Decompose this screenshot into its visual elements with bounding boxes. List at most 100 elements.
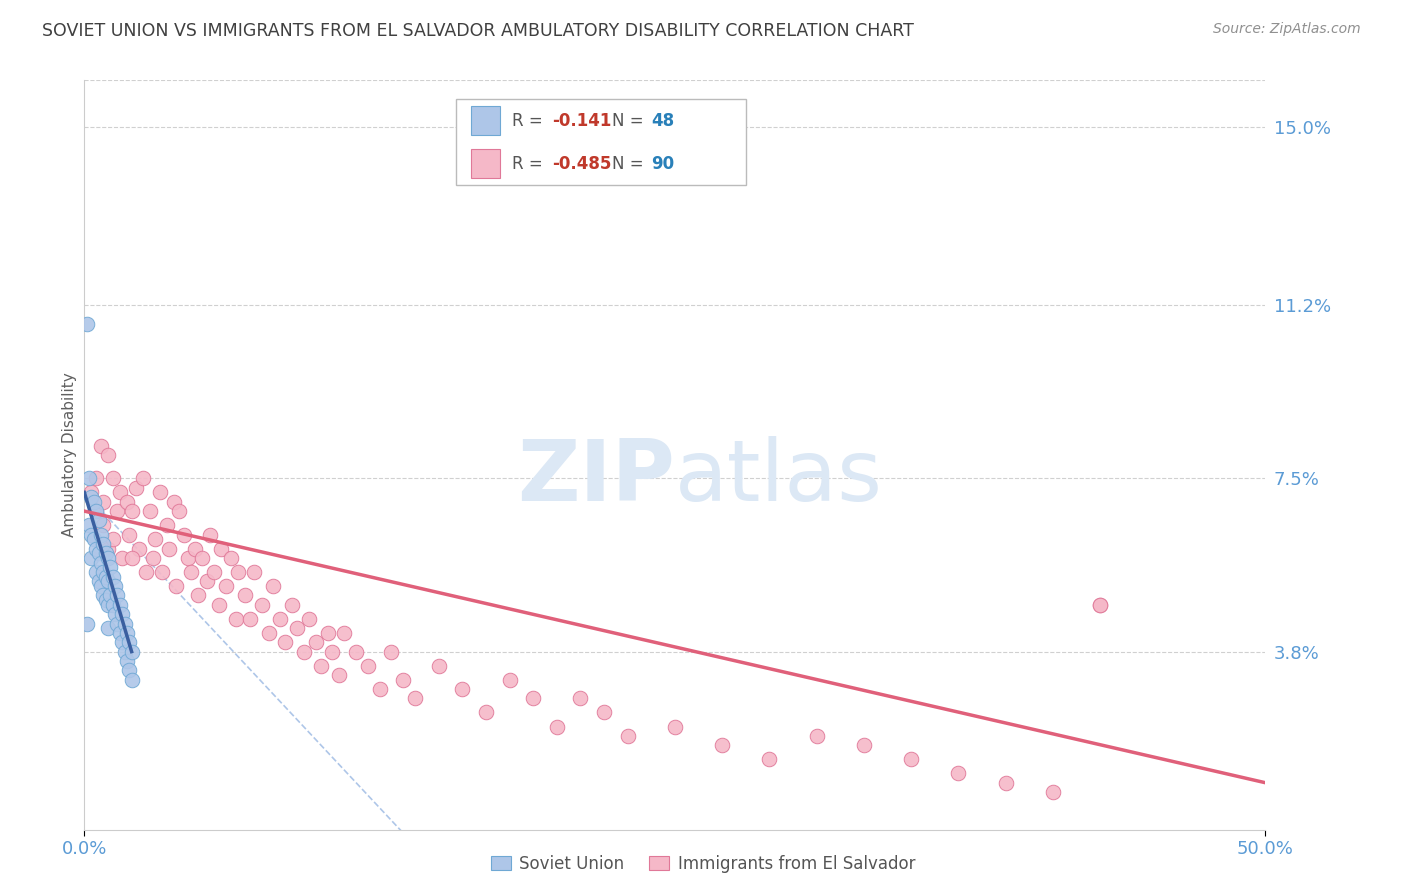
Point — [380, 644, 402, 658]
Point — [180, 565, 202, 579]
Point — [83, 532, 105, 546]
Point — [111, 607, 134, 621]
Point — [139, 504, 162, 518]
Point — [118, 635, 141, 649]
Legend: Soviet Union, Immigrants from El Salvador: Soviet Union, Immigrants from El Salvado… — [484, 848, 922, 880]
Point — [132, 471, 155, 485]
Point — [333, 626, 356, 640]
Point — [269, 612, 291, 626]
Point — [101, 598, 124, 612]
Point — [77, 471, 100, 485]
Point — [108, 598, 131, 612]
Point — [80, 490, 103, 504]
Point — [90, 579, 112, 593]
Point — [91, 494, 114, 508]
Point — [392, 673, 415, 687]
Point — [900, 752, 922, 766]
Point — [209, 541, 232, 556]
Point — [198, 527, 221, 541]
Point — [115, 494, 138, 508]
Point — [167, 504, 190, 518]
Point — [226, 565, 249, 579]
Point — [569, 691, 592, 706]
Point — [77, 518, 100, 533]
Point — [1088, 598, 1111, 612]
Point — [806, 729, 828, 743]
Point — [274, 635, 297, 649]
Point — [121, 504, 143, 518]
Text: -0.485: -0.485 — [553, 154, 612, 173]
Point — [101, 532, 124, 546]
Point — [305, 635, 328, 649]
Point — [97, 448, 120, 462]
Text: SOVIET UNION VS IMMIGRANTS FROM EL SALVADOR AMBULATORY DISABILITY CORRELATION CH: SOVIET UNION VS IMMIGRANTS FROM EL SALVA… — [42, 22, 914, 40]
Point — [187, 589, 209, 603]
Point — [84, 504, 107, 518]
Point — [80, 485, 103, 500]
Point — [475, 706, 498, 720]
Point — [316, 626, 339, 640]
Point — [156, 518, 179, 533]
Point — [239, 612, 262, 626]
Point — [90, 556, 112, 570]
Point — [321, 644, 343, 658]
Point — [87, 513, 110, 527]
Point — [451, 682, 474, 697]
Point — [243, 565, 266, 579]
Point — [208, 598, 231, 612]
Point — [97, 541, 120, 556]
Point — [191, 550, 214, 566]
Point — [98, 589, 121, 603]
Point — [143, 532, 166, 546]
Point — [83, 494, 105, 508]
Point — [498, 673, 520, 687]
FancyBboxPatch shape — [457, 99, 745, 186]
Point — [84, 541, 107, 556]
Text: 48: 48 — [651, 112, 675, 129]
Point — [115, 654, 138, 668]
Point — [94, 546, 117, 560]
Point — [118, 664, 141, 678]
Point — [94, 570, 117, 584]
Point — [121, 673, 143, 687]
Point — [262, 579, 284, 593]
Point — [80, 527, 103, 541]
Y-axis label: Ambulatory Disability: Ambulatory Disability — [62, 373, 77, 537]
Point — [157, 541, 180, 556]
Point — [285, 621, 308, 635]
Text: atlas: atlas — [675, 436, 883, 519]
Point — [118, 527, 141, 541]
Point — [135, 565, 157, 579]
Point — [357, 658, 380, 673]
Bar — [471, 106, 501, 135]
Point — [101, 471, 124, 485]
Point — [108, 626, 131, 640]
Point — [114, 644, 136, 658]
Point — [114, 616, 136, 631]
Point — [150, 565, 173, 579]
Point — [94, 593, 117, 607]
Point — [107, 589, 129, 603]
Point — [76, 616, 98, 631]
Point — [97, 598, 120, 612]
Point — [125, 481, 148, 495]
Point — [427, 658, 450, 673]
Point — [97, 621, 120, 635]
Point — [90, 527, 112, 541]
Point — [76, 317, 98, 331]
Point — [84, 471, 107, 485]
Point — [202, 565, 225, 579]
Point — [546, 719, 568, 733]
Point — [97, 550, 120, 566]
Point — [257, 626, 280, 640]
Point — [91, 565, 114, 579]
Point — [142, 550, 165, 566]
Point — [115, 626, 138, 640]
Text: -0.141: -0.141 — [553, 112, 612, 129]
Point — [111, 635, 134, 649]
Point — [87, 574, 110, 589]
Point — [309, 658, 332, 673]
Text: N =: N = — [612, 112, 650, 129]
Point — [344, 644, 367, 658]
Point — [281, 598, 304, 612]
